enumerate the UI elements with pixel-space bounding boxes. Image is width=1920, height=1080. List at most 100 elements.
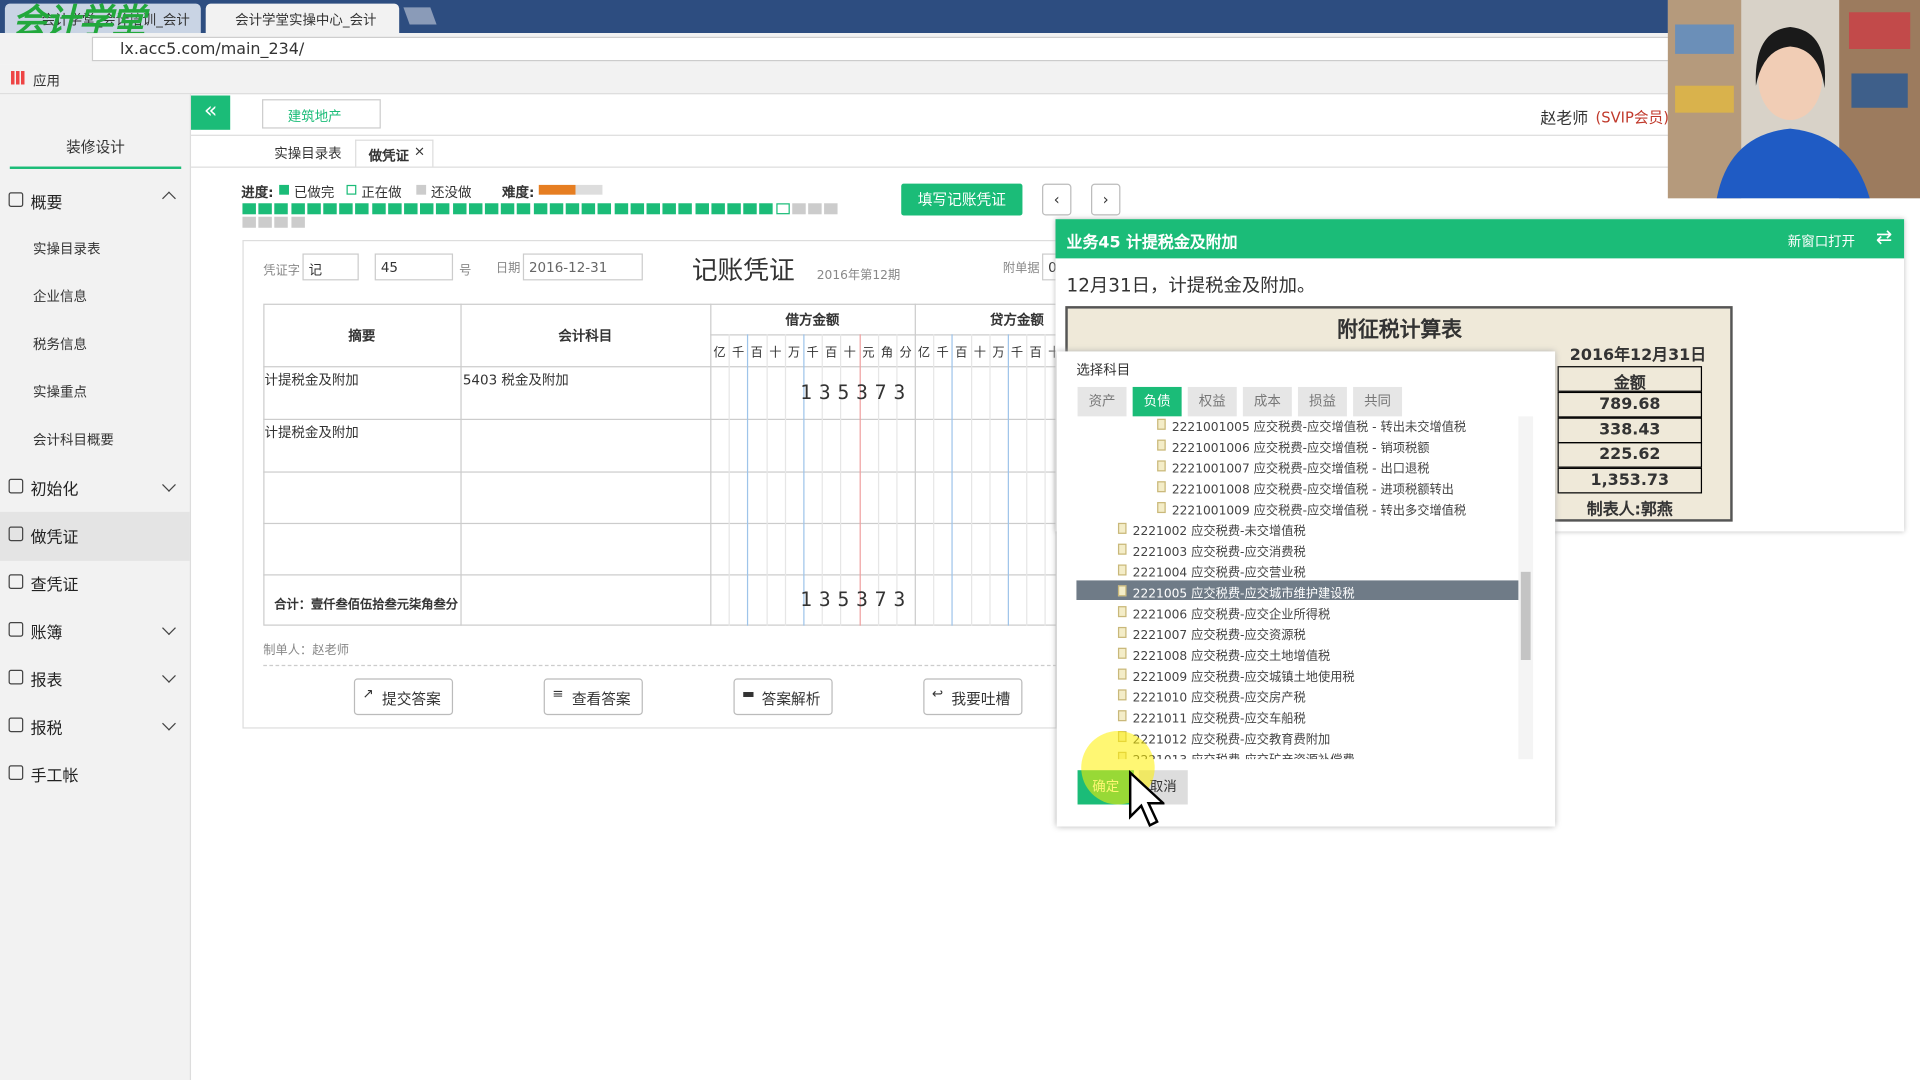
subject-item[interactable]: 2221008 应交税费-应交土地增值税 xyxy=(1132,650,1331,664)
picker-tab[interactable]: 权益 xyxy=(1187,386,1237,417)
date-input[interactable]: 2016-12-31 xyxy=(522,253,643,281)
submenu-item[interactable]: 企业信息 xyxy=(33,288,87,305)
menu-item[interactable]: 账簿 xyxy=(30,624,63,643)
picker-tab[interactable]: 损益 xyxy=(1297,386,1347,417)
browser-tab[interactable]: 会计学堂实操中心_会计 xyxy=(205,3,400,34)
prev-button[interactable]: ‹ xyxy=(1042,183,1072,216)
collapse-button[interactable]: « xyxy=(191,95,231,130)
picker-tab[interactable]: 负债 xyxy=(1132,386,1182,417)
sheet-amount: 225.62 xyxy=(1557,442,1703,468)
action-button[interactable]: 答案解析 xyxy=(733,678,833,716)
subject-item[interactable]: 2221012 应交税费-应交教育费附加 xyxy=(1132,733,1331,747)
number-input[interactable]: 45 xyxy=(374,253,454,281)
progress-cell xyxy=(824,203,838,215)
menu-item[interactable]: 初始化 xyxy=(30,481,79,500)
unit-line xyxy=(951,334,954,626)
subject-item[interactable]: 2221001006 应交税费-应交增值税 - 销项税额 xyxy=(1171,442,1430,456)
submenu-item[interactable]: 税务信息 xyxy=(33,336,87,353)
industry-select[interactable]: 建筑地产 xyxy=(262,99,381,129)
apps-icon[interactable] xyxy=(11,71,25,85)
subject-item[interactable]: 2221001005 应交税费-应交增值税 - 转出未交增值税 xyxy=(1171,421,1467,435)
open-new-window[interactable]: 新窗口打开 xyxy=(1787,233,1856,250)
fill-voucher-button[interactable]: 填写记账凭证 xyxy=(901,183,1023,216)
button-icon[interactable]: ↩ xyxy=(931,685,944,702)
browser-tab[interactable]: 会计学堂_会计培训_会计 xyxy=(4,3,201,34)
submenu-item[interactable]: 实操重点 xyxy=(33,384,87,401)
unit-line xyxy=(859,334,861,626)
word-select[interactable]: 记 xyxy=(302,253,359,281)
action-button[interactable]: 提交答案 xyxy=(353,678,454,716)
menu-icon xyxy=(8,526,24,542)
swap-icon[interactable]: ⇄ xyxy=(1875,225,1893,249)
subject-list: 2221001005 应交税费-应交增值税 - 转出未交增值税 222100100… xyxy=(1076,416,1520,760)
progress-cell xyxy=(274,203,289,215)
difficulty-label: 难度: xyxy=(502,184,535,201)
file-icon xyxy=(1157,502,1166,514)
subject-item[interactable]: 2221006 应交税费-应交企业所得税 xyxy=(1132,608,1331,623)
url[interactable]: lx.acc5.com/main_234/ xyxy=(91,36,1672,62)
picker-tab[interactable]: 成本 xyxy=(1242,386,1292,417)
legend-todo xyxy=(416,184,427,195)
sheet-amount: 789.68 xyxy=(1557,391,1703,418)
row-summary[interactable]: 计提税金及附加 xyxy=(264,424,359,441)
task-title: 业务45 计提税金及附加 xyxy=(1066,233,1238,253)
progress-cell xyxy=(549,203,564,215)
file-icon xyxy=(1117,543,1127,555)
row-summary[interactable]: 计提税金及附加 xyxy=(264,372,359,389)
subject-item[interactable]: 2221011 应交税费-应交车船税 xyxy=(1132,712,1306,727)
action-button[interactable]: 查看答案 xyxy=(543,678,643,716)
subject-item[interactable]: 2221001009 应交税费-应交增值税 - 转出多交增值税 xyxy=(1171,504,1467,518)
page-tab[interactable]: 做凭证 xyxy=(355,139,434,167)
voucher-title: 记账凭证 xyxy=(691,255,795,286)
unit-label: 百 xyxy=(955,346,968,360)
picker-tab[interactable]: 共同 xyxy=(1353,386,1403,417)
unit-line xyxy=(747,334,749,626)
selected-bg xyxy=(1076,580,1520,600)
file-icon xyxy=(1117,564,1127,576)
subject-item[interactable]: 2221001008 应交税费-应交增值税 - 进项税额转出 xyxy=(1171,483,1454,498)
progress-cell xyxy=(791,203,806,215)
unit-line xyxy=(803,334,805,626)
progress-cell xyxy=(468,203,483,215)
menu-chevron xyxy=(162,477,176,492)
menu-item[interactable]: 报表 xyxy=(30,672,63,691)
divider xyxy=(263,664,1056,667)
tab-close[interactable]: × xyxy=(413,143,426,160)
subject-item[interactable]: 2221007 应交税费-应交资源税 xyxy=(1132,629,1306,643)
menu-item[interactable]: 手工帐 xyxy=(30,767,79,787)
progress-cell xyxy=(711,203,725,215)
button-icon[interactable]: ≡ xyxy=(552,685,564,702)
new-tab[interactable] xyxy=(403,7,437,25)
unit-line xyxy=(1007,334,1009,626)
menu-item[interactable]: 报税 xyxy=(30,720,63,739)
subject-item[interactable]: 2221001007 应交税费-应交增值税 - 出口退税 xyxy=(1171,462,1430,477)
webcam-video xyxy=(1667,0,1920,199)
subject-item[interactable]: 2221005 应交税费-应交城市维护建设税 xyxy=(1132,587,1355,602)
submenu-item[interactable]: 实操目录表 xyxy=(33,241,101,258)
page-tab[interactable]: 实操目录表 xyxy=(274,145,342,162)
bookmark[interactable]: 应用 xyxy=(33,73,60,90)
attach-input[interactable]: 0 xyxy=(1042,253,1056,281)
subject-item[interactable]: 2221013 应交税费-应交矿产资源补偿费 xyxy=(1133,749,1355,759)
next-button[interactable]: › xyxy=(1091,183,1121,216)
button-icon[interactable]: ▬ xyxy=(742,685,755,702)
progress-cell xyxy=(452,203,467,215)
unit-label: 万 xyxy=(992,346,1005,360)
col-line xyxy=(460,303,462,626)
menu-item[interactable]: 做凭证 xyxy=(30,528,79,548)
subject-item[interactable]: 2221004 应交税费-应交营业税 xyxy=(1132,566,1306,581)
menu-item[interactable]: 查凭证 xyxy=(30,576,79,596)
menu-item[interactable]: 概要 xyxy=(30,194,63,214)
picker-tab[interactable]: 资产 xyxy=(1077,386,1127,417)
subject-item[interactable]: 2221009 应交税费-应交城镇土地使用税 xyxy=(1132,671,1355,685)
unit-label: 千 xyxy=(806,346,819,360)
row-account[interactable]: 5403 税金及附加 xyxy=(462,372,569,389)
button-icon[interactable]: ↗ xyxy=(362,685,374,702)
subject-item[interactable]: 2221010 应交税费-应交房产税 xyxy=(1132,691,1306,706)
subject-item[interactable]: 2221002 应交税费-未交增值税 xyxy=(1132,525,1306,539)
subject-item[interactable]: 2221003 应交税费-应交消费税 xyxy=(1132,546,1306,560)
action-button[interactable]: 我要吐槽 xyxy=(923,678,1023,716)
scroll-thumb[interactable] xyxy=(1520,571,1531,660)
submenu-item[interactable]: 会计科目概要 xyxy=(33,432,114,449)
progress-cell xyxy=(743,203,757,215)
